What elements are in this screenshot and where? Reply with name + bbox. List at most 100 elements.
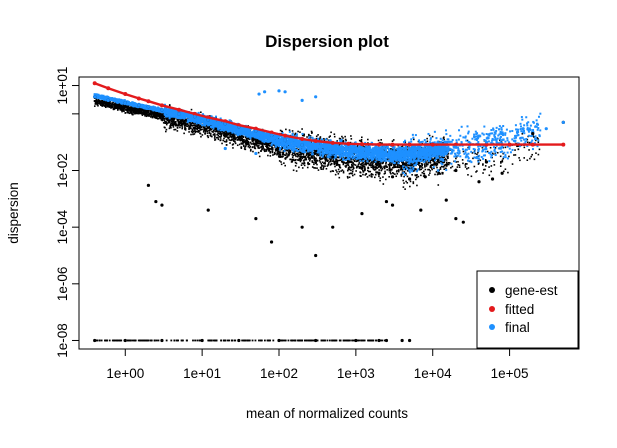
legend-marker-gene-est bbox=[489, 287, 495, 293]
point-gene-est bbox=[254, 217, 257, 220]
point-final bbox=[263, 90, 266, 93]
point-final bbox=[545, 127, 548, 130]
point-final bbox=[485, 141, 488, 144]
point-final bbox=[124, 101, 127, 104]
y-tick-label: 1e-02 bbox=[55, 153, 70, 188]
point-final bbox=[283, 90, 286, 93]
point-final bbox=[314, 147, 317, 150]
x-axis-title: mean of normalized counts bbox=[246, 406, 408, 421]
point-gene-est bbox=[277, 339, 280, 342]
x-tick-label: 1e+05 bbox=[491, 366, 529, 381]
point-final bbox=[522, 127, 525, 130]
point-gene-est bbox=[408, 339, 411, 342]
point-gene-est bbox=[331, 226, 334, 229]
point-gene-est bbox=[485, 160, 488, 163]
legend: gene-est fitted final bbox=[477, 271, 578, 348]
point-gene-est bbox=[201, 339, 204, 342]
point-final bbox=[277, 89, 280, 92]
point-gene-est bbox=[462, 221, 465, 224]
point-final bbox=[562, 121, 565, 124]
legend-marker-final bbox=[489, 324, 495, 330]
point-gene-est bbox=[531, 132, 534, 135]
y-axis: 1e-08 1e-06 1e-04 1e-02 1e+01 bbox=[55, 67, 79, 358]
point-gene-est bbox=[385, 339, 388, 342]
y-tick-label: 1e-06 bbox=[55, 267, 70, 302]
point-gene-est bbox=[391, 204, 394, 207]
point-final bbox=[283, 138, 286, 141]
x-tick-label: 1e+04 bbox=[414, 366, 452, 381]
point-gene-est bbox=[501, 172, 504, 175]
point-final bbox=[360, 153, 363, 156]
x-tick-label: 1e+00 bbox=[106, 366, 144, 381]
point-gene-est bbox=[354, 339, 357, 342]
point-final bbox=[137, 104, 140, 107]
density-cloud bbox=[94, 93, 542, 341]
point-gene-est bbox=[237, 339, 240, 342]
point-gene-est bbox=[93, 339, 96, 342]
y-tick-label: 1e+01 bbox=[55, 67, 70, 105]
point-gene-est bbox=[437, 172, 440, 175]
point-gene-est bbox=[419, 209, 422, 212]
point-gene-est bbox=[454, 217, 457, 220]
point-gene-est bbox=[385, 200, 388, 203]
point-final bbox=[424, 149, 427, 152]
point-gene-est bbox=[124, 339, 127, 342]
x-axis: 1e+00 1e+01 1e+02 1e+03 1e+04 1e+05 bbox=[106, 349, 528, 381]
point-final bbox=[391, 152, 394, 155]
point-final bbox=[257, 92, 260, 95]
point-gene-est bbox=[331, 155, 334, 158]
point-gene-est bbox=[491, 177, 494, 180]
point-gene-est bbox=[424, 175, 427, 178]
legend-marker-fitted bbox=[489, 306, 495, 312]
point-gene-est bbox=[377, 172, 380, 175]
legend-label-gene-est: gene-est bbox=[505, 283, 558, 298]
point-gene-est bbox=[445, 199, 448, 202]
point-gene-est bbox=[154, 200, 157, 203]
point-gene-est bbox=[314, 339, 317, 342]
x-tick-label: 1e+03 bbox=[337, 366, 375, 381]
point-final bbox=[254, 152, 257, 155]
legend-label-fitted: fitted bbox=[505, 302, 534, 317]
point-final bbox=[147, 105, 150, 108]
point-final bbox=[301, 143, 304, 146]
y-axis-title: dispersion bbox=[6, 182, 21, 244]
legend-label-final: final bbox=[505, 320, 530, 335]
point-gene-est bbox=[391, 175, 394, 178]
point-gene-est bbox=[454, 169, 457, 172]
point-gene-est bbox=[147, 184, 150, 187]
point-gene-est bbox=[270, 240, 273, 243]
point-gene-est bbox=[477, 180, 480, 183]
point-gene-est bbox=[377, 339, 380, 342]
point-final bbox=[331, 150, 334, 153]
point-final bbox=[207, 119, 210, 122]
point-final bbox=[408, 152, 411, 155]
point-final bbox=[93, 95, 96, 98]
point-gene-est bbox=[347, 160, 350, 163]
point-final bbox=[193, 115, 196, 118]
point-gene-est bbox=[408, 177, 411, 180]
point-final bbox=[437, 147, 440, 150]
point-final bbox=[301, 99, 304, 102]
point-final bbox=[347, 152, 350, 155]
point-gene-est bbox=[160, 339, 163, 342]
point-final bbox=[377, 153, 380, 156]
point-final bbox=[224, 147, 227, 150]
y-tick-label: 1e-04 bbox=[55, 209, 70, 244]
y-tick-label: 1e-08 bbox=[55, 323, 70, 358]
point-final bbox=[177, 112, 180, 115]
point-gene-est bbox=[301, 226, 304, 229]
point-final bbox=[501, 132, 504, 135]
x-tick-label: 1e+01 bbox=[183, 366, 221, 381]
point-gene-est bbox=[160, 204, 163, 207]
chart-title: Dispersion plot bbox=[265, 32, 389, 51]
point-final bbox=[107, 99, 110, 102]
point-gene-est bbox=[360, 167, 363, 170]
point-gene-est bbox=[207, 209, 210, 212]
point-gene-est bbox=[314, 254, 317, 257]
point-gene-est bbox=[360, 212, 363, 215]
point-gene-est bbox=[401, 339, 404, 342]
point-final bbox=[314, 95, 317, 98]
x-tick-label: 1e+02 bbox=[260, 366, 298, 381]
